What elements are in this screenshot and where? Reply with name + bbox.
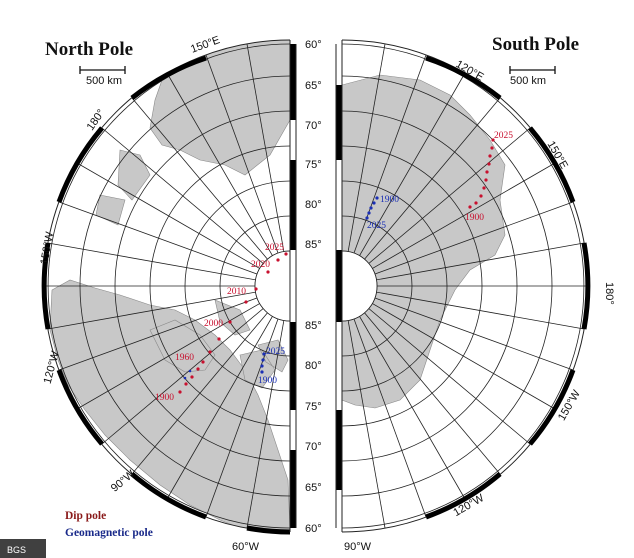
south-scale-label: 500 km: [510, 75, 546, 87]
south-geo-year-1900: 1900: [380, 195, 399, 205]
greenland-land: [149, 40, 290, 176]
south-lon-label-180: 180°: [603, 282, 615, 305]
north-geo-year-2025: 2025: [266, 347, 285, 357]
lat-label-85-bottom: 85°: [305, 320, 322, 332]
north-dip-year-1960: 1960: [175, 353, 194, 363]
south-dip-year-2025: 2025: [494, 131, 513, 141]
north-geomagnetic-pole-track: [183, 352, 266, 380]
lat-label-70-top: 70°: [305, 120, 322, 132]
north-geo-year-1900: 1900: [258, 376, 277, 386]
south-geo-year-2025: 2025: [367, 221, 386, 231]
north-dip-year-2010: 2010: [227, 287, 246, 297]
south-pole-map: South Pole 500 km 120°E 150°E 180° 150°W…: [335, 34, 615, 553]
south-geomagnetic-pole-track: [365, 196, 379, 220]
legend-geomagnetic-pole: Geomagnetic pole: [65, 527, 153, 539]
lat-label-80-bottom: 80°: [305, 360, 322, 372]
north-dip-year-1900: 1900: [155, 393, 174, 403]
north-dip-year-2000: 2000: [204, 319, 223, 329]
lat-label-70-bottom: 70°: [305, 441, 322, 453]
north-lon-label-60w: 60°W: [232, 541, 260, 553]
south-graticule: [342, 43, 588, 529]
lat-label-60-top: 60°: [305, 39, 322, 51]
south-dip-year-1900: 1900: [465, 213, 484, 223]
north-dip-year-2020: 2020: [251, 260, 270, 270]
lat-label-75-top: 75°: [305, 159, 322, 171]
north-lon-label-150w: 150°W: [39, 230, 57, 265]
north-dip-year-2025: 2025: [265, 243, 284, 253]
arctic-islands-land: [95, 149, 151, 226]
lat-label-80-top: 80°: [305, 199, 322, 211]
canadian-archipelago-land: [149, 299, 289, 389]
south-rim: [335, 39, 591, 533]
lat-label-85-top: 85°: [305, 239, 322, 251]
south-pole-title: South Pole: [492, 34, 579, 55]
credit-text: BGS: [7, 545, 26, 555]
north-rim: [41, 39, 297, 535]
lat-label-65-top: 65°: [305, 80, 322, 92]
north-scale-label: 500 km: [86, 75, 122, 87]
legend-dip-pole: Dip pole: [65, 510, 106, 522]
credit-badge: BGS: [0, 539, 46, 558]
lat-label-65-bottom: 65°: [305, 482, 322, 494]
south-dip-pole-track: [468, 138, 495, 209]
north-landmasses: [49, 40, 290, 532]
north-dip-pole-track: [178, 252, 288, 394]
north-america-land: [49, 279, 290, 532]
legend: Dip pole Geomagnetic pole: [65, 510, 153, 539]
north-pole-title: North Pole: [45, 39, 133, 60]
south-scale-bar: 500 km: [509, 66, 556, 87]
south-polar-cap: [341, 250, 378, 322]
lat-label-75-bottom: 75°: [305, 401, 322, 413]
antarctica-land: [342, 74, 506, 409]
south-lon-label-90w: 90°W: [344, 541, 372, 553]
north-pole-map: North Pole 500 km 150°E 180° 150°W 120°W…: [39, 34, 322, 553]
lat-label-60-bottom: 60°: [305, 523, 322, 535]
north-scale-bar: 500 km: [79, 66, 126, 87]
